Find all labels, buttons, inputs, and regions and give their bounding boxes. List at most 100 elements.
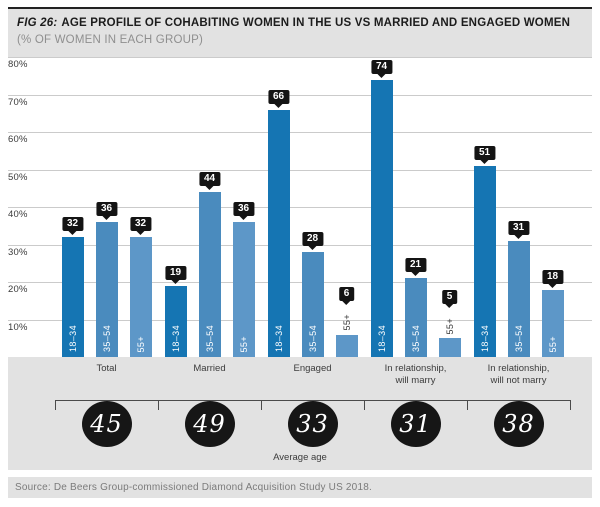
bar: 55+ 32 — [129, 217, 152, 357]
bracket-tick — [570, 400, 571, 410]
bar: 55+ 6 — [335, 286, 358, 357]
bar-value-badge: 74 — [370, 59, 393, 78]
badge-pointer-icon — [274, 103, 283, 108]
bar-age-label: 18–34 — [376, 324, 387, 352]
gridline — [8, 169, 592, 171]
bar-value-badge: 51 — [473, 145, 496, 164]
bar-age-label: 55+ — [547, 335, 558, 352]
badge-pointer-icon — [445, 304, 454, 309]
bar-value: 6 — [338, 286, 355, 301]
bar-value-badge: 66 — [267, 89, 290, 108]
bar-value-badge: 31 — [507, 220, 530, 239]
average-age-value: 45 — [90, 410, 123, 438]
bar-age-label: 18–34 — [273, 324, 284, 352]
badge-pointer-icon — [342, 300, 351, 305]
bar-value: 32 — [61, 217, 84, 231]
badge-pointer-icon — [377, 73, 386, 78]
average-age-value: 38 — [502, 410, 535, 438]
average-age-circle: 45 — [81, 401, 132, 447]
bar-value-badge: 28 — [301, 232, 324, 250]
bar-value-badge: 5 — [441, 290, 458, 309]
bar-value-badge: 19 — [164, 265, 187, 284]
bar: 18–34 51 — [473, 145, 496, 357]
bar-value: 44 — [198, 172, 221, 186]
badge-pointer-icon — [136, 231, 145, 235]
gridline — [8, 282, 592, 283]
bar-age-label: 35–54 — [410, 324, 421, 352]
badge-pointer-icon — [548, 283, 557, 288]
group-label: In relationship, will not marry — [487, 363, 550, 387]
gridline — [8, 94, 592, 96]
badge-pointer-icon — [480, 159, 489, 164]
average-age-circle: 31 — [390, 401, 441, 447]
average-age-circle: 33 — [287, 401, 338, 447]
bar: 18–34 32 — [61, 217, 84, 357]
bar: 18–34 74 — [370, 59, 393, 357]
average-age-circle: 38 — [493, 401, 544, 447]
bar-value-badge: 18 — [541, 269, 564, 288]
chart-title-text: AGE PROFILE OF COHABITING WOMEN IN THE U… — [61, 17, 571, 29]
bar-value-badge: 21 — [404, 258, 427, 277]
y-axis-tick-label: 60% — [8, 134, 28, 145]
chart-title: FIG 26: AGE PROFILE OF COHABITING WOMEN I… — [8, 7, 592, 58]
bar-value: 51 — [473, 145, 496, 160]
bar-value-badge: 36 — [95, 202, 118, 220]
bar-age-label: 18–34 — [479, 324, 490, 352]
average-age-value: 49 — [193, 410, 226, 438]
bracket-tick — [467, 400, 468, 410]
bar: 18–34 66 — [267, 89, 290, 357]
bar-age-label: 55+ — [238, 335, 249, 352]
bar: 55+ 36 — [232, 202, 255, 357]
y-axis-tick-label: 30% — [8, 246, 28, 258]
bracket-tick — [158, 400, 159, 410]
bracket-tick — [364, 400, 365, 410]
gridline — [8, 244, 592, 246]
bar-value: 19 — [164, 265, 187, 280]
badge-pointer-icon — [514, 234, 523, 239]
average-age-caption: Average age — [273, 452, 327, 463]
bar-age-label: 35–54 — [204, 324, 215, 352]
bar: 35–54 28 — [301, 232, 324, 357]
badge-pointer-icon — [239, 216, 248, 220]
bar-age-label: 18–34 — [170, 324, 181, 352]
badge-pointer-icon — [205, 186, 214, 190]
bar-value-badge: 32 — [129, 217, 152, 235]
average-age-circle: 49 — [184, 401, 235, 447]
gridline — [8, 132, 592, 133]
group-label: Engaged — [293, 363, 332, 374]
badge-pointer-icon — [68, 231, 77, 235]
bar-value-badge: 32 — [61, 217, 84, 235]
source-note: Source: De Beers Group-commissioned Diam… — [8, 477, 592, 498]
bracket-line — [55, 400, 570, 401]
y-axis-tick-label: 20% — [8, 284, 28, 295]
bar-age-label: 35–54 — [307, 324, 318, 352]
y-axis-tick-label: 70% — [8, 96, 28, 108]
bar: 35–54 31 — [507, 220, 530, 357]
badge-pointer-icon — [411, 272, 420, 277]
bar: 55+ 5 — [438, 290, 461, 357]
bar-value-badge: 36 — [232, 202, 255, 220]
bar-value-badge: 44 — [198, 172, 221, 190]
badge-pointer-icon — [308, 246, 317, 250]
bracket-tick — [261, 400, 262, 410]
bar-value: 31 — [507, 220, 530, 235]
y-axis-tick-label: 80% — [8, 59, 28, 70]
gridline — [8, 57, 592, 58]
y-axis-tick-label: 50% — [8, 171, 28, 183]
bar-age-label: 55+ — [444, 317, 455, 335]
bar-value-badge: 6 — [338, 286, 355, 305]
bar-age-label: 18–34 — [67, 324, 78, 352]
gridline — [8, 207, 592, 208]
badge-pointer-icon — [102, 216, 111, 220]
bar-age-label: 35–54 — [101, 324, 112, 352]
bar: 55+ 18 — [541, 269, 564, 357]
bar-value: 5 — [441, 290, 458, 305]
bar-value: 36 — [95, 202, 118, 216]
bar-value: 28 — [301, 232, 324, 246]
bar: 35–54 44 — [198, 172, 221, 357]
badge-pointer-icon — [171, 279, 180, 284]
bar-value: 36 — [232, 202, 255, 216]
bar-value: 66 — [267, 89, 290, 104]
category-band: Total Married Engaged In relationship, will… — [8, 357, 592, 470]
